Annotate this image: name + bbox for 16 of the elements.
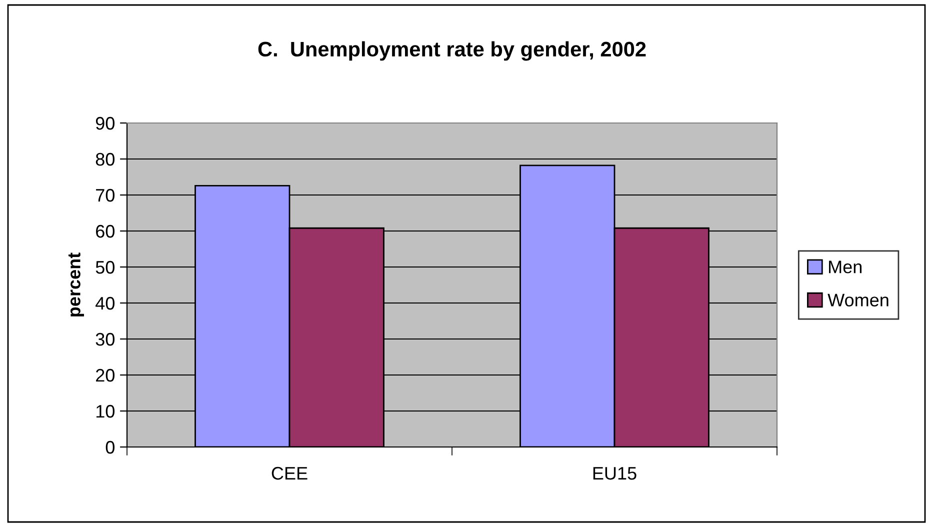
legend-label: Men [829,260,862,274]
legend-label: Women [828,294,888,306]
y-tick-label: 50 [96,260,114,274]
y-tick-label: 40 [96,296,114,310]
y-tick-label: 90 [96,116,114,130]
y-tick-label: 20 [96,368,114,382]
x-tick-label: CEE [272,466,308,480]
y-tick-label: 0 [106,440,114,454]
chart-title: C. Unemployment rate by gender, 2002 [258,41,646,61]
y-tick-label: 30 [96,332,114,346]
y-tick-label: 60 [96,224,114,238]
y-tick-label: 10 [96,404,114,418]
y-tick-label: 70 [96,188,114,202]
x-tick-label: EU15 [593,467,636,480]
y-axis-title: percent [68,252,84,316]
y-tick-label: 80 [96,152,114,166]
